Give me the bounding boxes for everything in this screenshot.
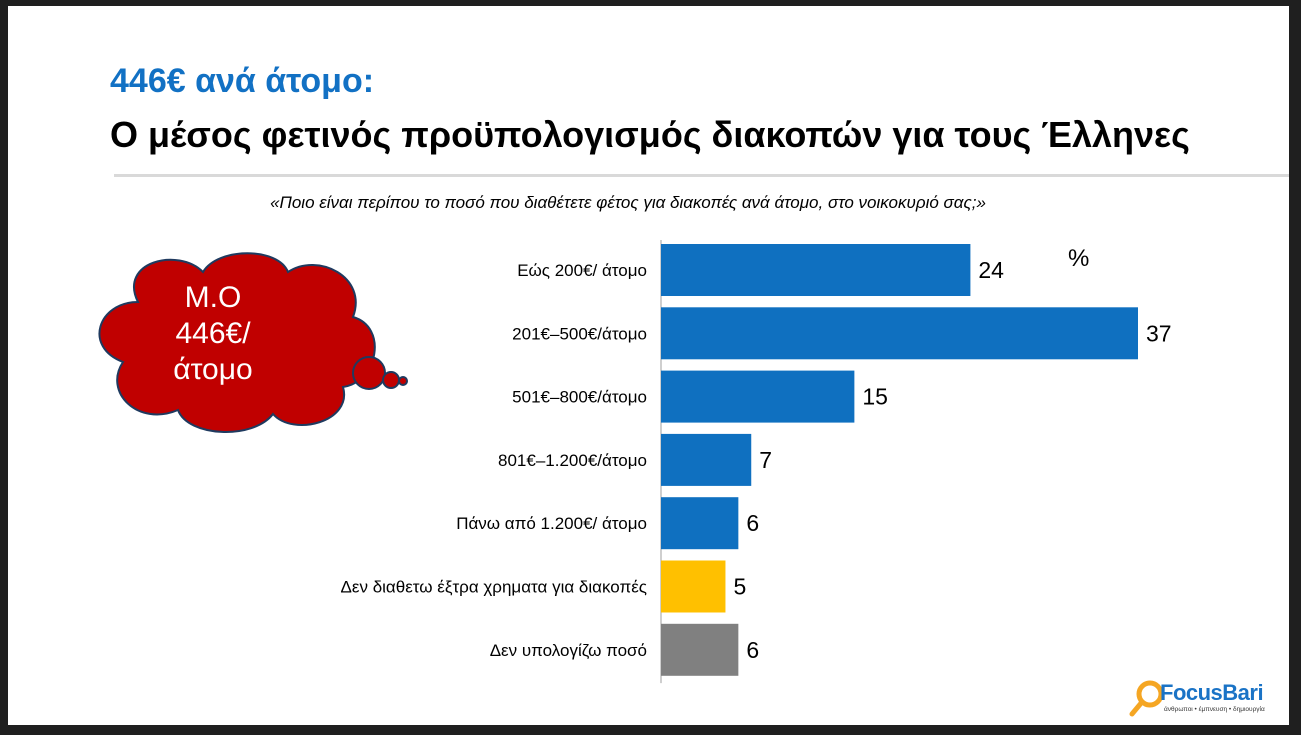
title-main: 446€ ανά άτομο: [110,62,375,100]
data-label: 6 [746,637,759,663]
category-label: Δεν υπολογίζω ποσό [490,641,647,660]
thought-cloud [98,252,408,433]
category-label: 201€–500€/άτομο [512,324,647,343]
bar [661,623,739,676]
category-label: Εώς 200€/ άτομο [517,261,647,280]
category-label: Πάνω από 1.200€/ άτομο [456,514,647,533]
slide: 446€ ανά άτομο: Ο μέσος φετινός προϋπολο… [8,6,1289,725]
category-label: 501€–800€/άτομο [512,388,647,407]
category-label: Δεν διαθετω έξτρα χρηματα για διακοπές [341,578,647,597]
logo-name: FocusBari [1160,680,1264,705]
bar [661,560,726,613]
bar [661,433,752,486]
callout-line-3: άτομο [173,353,253,386]
callout-line-1: Μ.Ο [184,281,242,314]
bar [661,370,855,423]
data-label: 37 [1146,320,1172,346]
logo-tagline: άνθρωποι • έμπνευση • δημιουργία [1164,706,1265,713]
focusbari-logo [1129,680,1164,717]
bar [661,497,739,550]
bar [661,307,1138,360]
divider [114,174,1289,177]
unit-label: % [1068,245,1089,272]
data-label: 5 [733,574,746,600]
data-label: 6 [746,510,759,536]
bar [661,244,971,296]
data-label: 7 [759,447,772,473]
data-label: 24 [978,257,1004,283]
bar-chart: Εώς 200€/ άτομο 24 201€–500€/άτομο 37 501€–8… [341,240,1172,684]
average-callout: Μ.Ο 446€/ άτομο [108,280,318,388]
survey-question: «Ποιο είναι περίπου το ποσό που διαθέτετ… [270,193,986,212]
title-sub: Ο μέσος φετινός προϋπολογισμός διακοπών … [110,114,1190,155]
data-label: 15 [862,384,888,410]
callout-line-2: 446€/ [175,317,251,350]
category-label: 801€–1.200€/άτομο [498,451,647,470]
